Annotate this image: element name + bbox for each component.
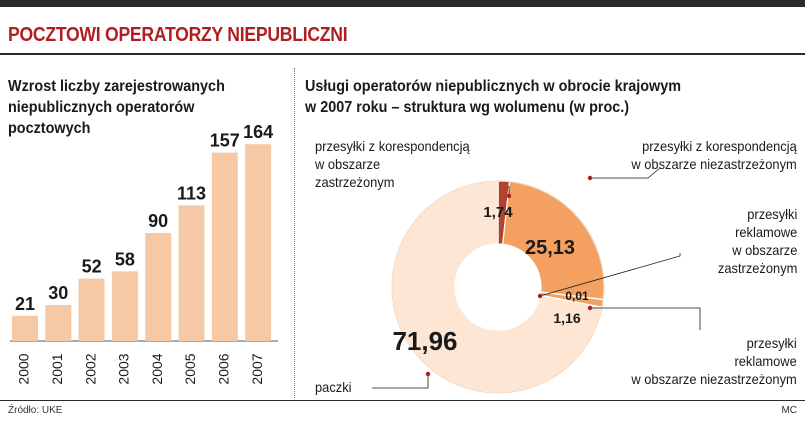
bar-year-label: 2007: [249, 353, 265, 384]
leader-line: [372, 374, 429, 389]
leader-line: [590, 167, 661, 179]
bar-value-label: 157: [210, 131, 240, 151]
leader-dot: [425, 371, 431, 377]
bar-2000: [12, 315, 38, 341]
footer-rule: [0, 400, 805, 401]
leader-line: [539, 253, 681, 297]
top-rule: [0, 0, 805, 7]
bar-value-label: 58: [115, 249, 135, 269]
slice-label-correspondence-unreserved: przesyłki z korespondencją w obszarze ni…: [631, 138, 797, 172]
leader-dot: [506, 193, 512, 199]
donut-chart-title: Usługi operatorów niepublicznych w obroc…: [305, 78, 682, 116]
leader-line: [590, 307, 701, 330]
bar-chart-title: Wzrost liczby zarejestrowanych niepublic…: [8, 78, 225, 137]
bar-2001: [45, 305, 72, 341]
bar-2003: [111, 271, 138, 341]
bar-year-label: 2000: [16, 353, 32, 384]
slice-value-label: 25,13: [525, 237, 575, 259]
slice-value-label: 71,96: [392, 326, 457, 356]
panel-divider: [294, 68, 295, 398]
bar-year-label: 2002: [82, 353, 98, 384]
slice-value-label: 1,16: [553, 310, 580, 326]
slice-label-advertising-unreserved: przesyłki reklamowe w obszarze niezastrz…: [631, 335, 797, 387]
bar-value-label: 52: [82, 257, 102, 277]
slice-value-label: 0,01: [565, 289, 589, 303]
leader-dot: [537, 293, 543, 299]
bar-year-label: 2003: [116, 353, 132, 384]
slice-value-label: 1,74: [483, 204, 513, 221]
bar-2007: [245, 144, 272, 341]
header-rule: [0, 53, 805, 55]
bar-value-label: 164: [243, 122, 273, 142]
bar-year-label: 2004: [149, 353, 165, 384]
bar-2005: [178, 205, 205, 341]
bar-chart: 21 2000 30 2001 52 2002 58 2003 90 2004 113 2005 157…: [10, 122, 278, 385]
bar-year-label: 2005: [182, 353, 198, 384]
bar-2002: [78, 278, 105, 341]
section-header: POCZTOWI OPERATORZY NIEPUBLICZNI: [8, 24, 348, 46]
bar-value-label: 21: [15, 294, 35, 314]
bar-2004: [145, 233, 172, 341]
credit-note: MC: [781, 405, 797, 416]
slice-label-parcels: paczki: [315, 379, 352, 395]
leader-dot: [587, 175, 593, 181]
leader-dot: [587, 305, 593, 311]
bar-value-label: 30: [48, 283, 68, 303]
bar-year-label: 2006: [216, 353, 232, 384]
source-note: Źródło: UKE: [8, 405, 63, 416]
bar-2006: [211, 152, 238, 341]
slice-label-correspondence-reserved: przesyłki z korespondencją w obszarze za…: [315, 138, 470, 190]
bar-value-label: 90: [148, 211, 168, 231]
bar-value-label: 113: [177, 183, 206, 203]
slice-label-advertising-reserved: przesyłki reklamowe w obszarze zastrzeżo…: [717, 206, 797, 276]
donut-outer-ring: [391, 180, 605, 394]
bar-year-label: 2001: [49, 353, 65, 384]
